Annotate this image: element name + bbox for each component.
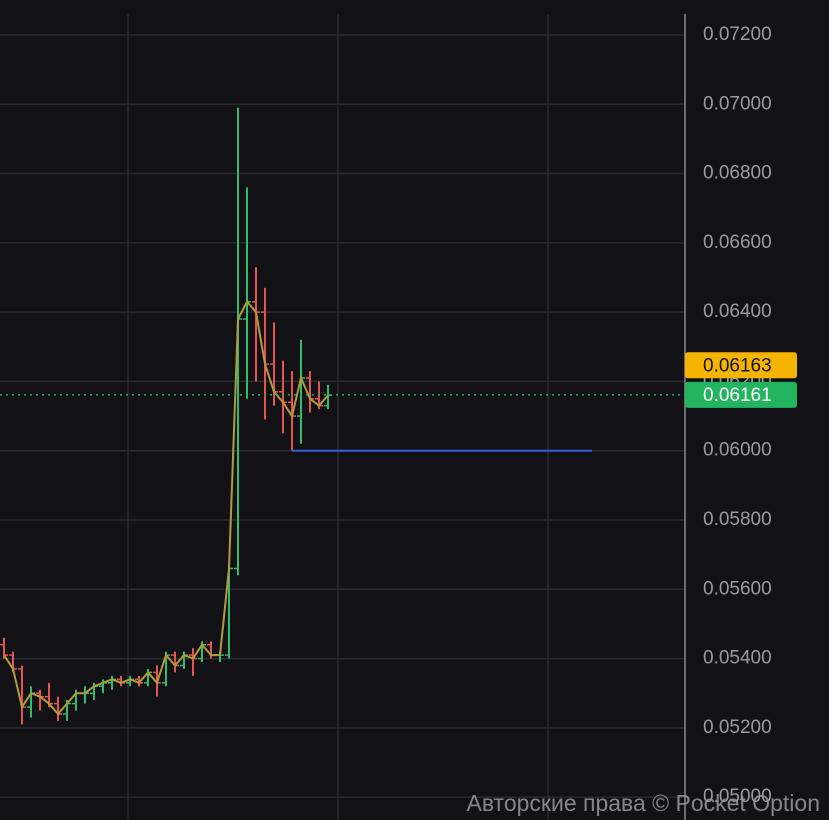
close-line	[3, 299, 329, 716]
grid	[0, 14, 685, 820]
y-tick-label: 0.05200	[703, 717, 772, 738]
price-tag	[685, 381, 797, 408]
price-tag	[685, 352, 797, 379]
y-tick-label: 0.05400	[703, 648, 772, 669]
y-tick-label: 0.06400	[703, 301, 772, 322]
y-tick-label: 0.05000	[703, 786, 772, 807]
y-tick-label: 0.06800	[703, 163, 772, 184]
y-tick-label: 0.07200	[703, 24, 772, 45]
y-tick-label: 0.05800	[703, 509, 772, 530]
y-tick-label: 0.07000	[703, 93, 772, 114]
y-tick-label: 0.06000	[703, 440, 772, 461]
price-tag-label: 0.06163	[703, 355, 772, 376]
y-tick-label: 0.05600	[703, 578, 772, 599]
y-tick-label: 0.06600	[703, 232, 772, 253]
price-tag-label: 0.06161	[703, 385, 772, 406]
watermark: Авторские права © Pocket Option	[467, 790, 821, 816]
